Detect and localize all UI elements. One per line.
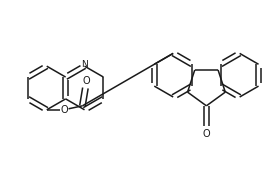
Text: O: O	[83, 76, 90, 86]
Text: O: O	[61, 105, 68, 115]
Text: O: O	[202, 129, 210, 139]
Text: N: N	[81, 60, 88, 69]
